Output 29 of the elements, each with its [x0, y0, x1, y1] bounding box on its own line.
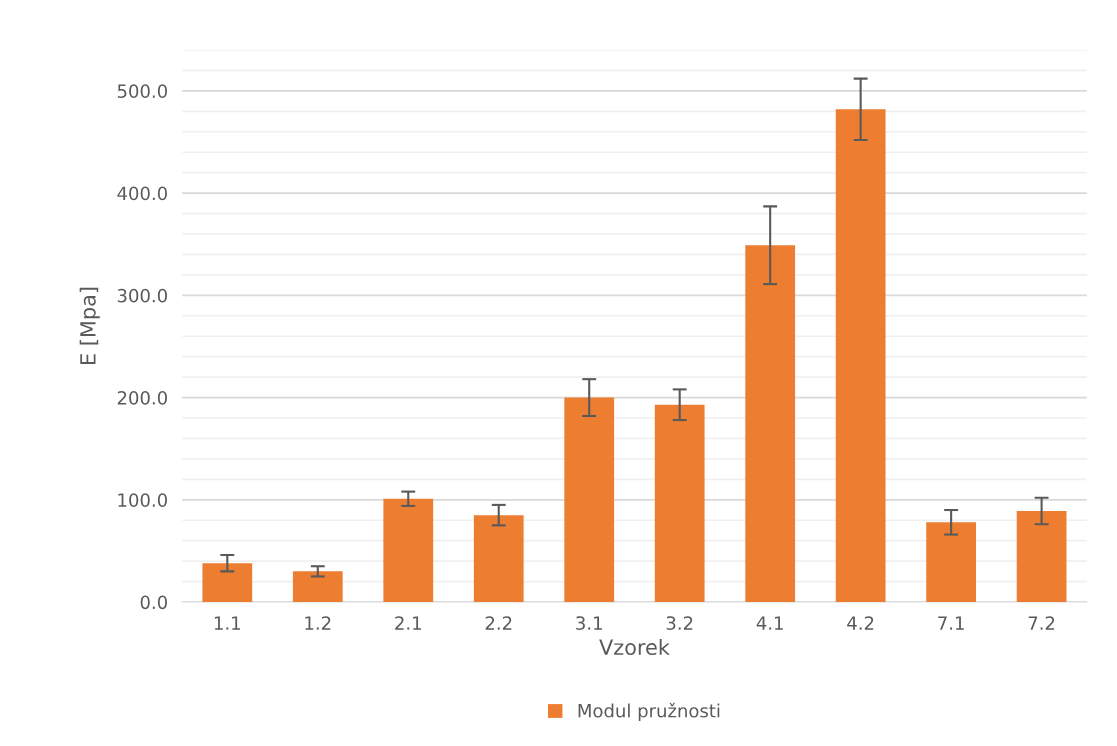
y-tick-label: 100.0: [118, 493, 167, 507]
bar: [383, 498, 434, 603]
x-tick-label: 7.2: [1028, 616, 1055, 630]
bar: [745, 245, 796, 603]
bar: [564, 397, 615, 603]
x-tick-label: 1.2: [305, 616, 331, 630]
x-tick-label: 7.1: [938, 616, 964, 630]
y-tick-label: 400.0: [117, 186, 167, 201]
y-tick-label: 200.0: [117, 391, 167, 405]
legend-label: Modul pružnosti: [578, 702, 720, 722]
bar: [473, 515, 524, 603]
y-tick-label: 300.0: [117, 288, 167, 303]
x-tick-label: 1.1: [214, 616, 240, 630]
x-tick-label: 2.2: [485, 616, 512, 630]
x-tick-label: 4.1: [756, 616, 783, 630]
x-axis-title: Vzorek: [599, 638, 670, 656]
y-tick-label: 500.0: [117, 84, 167, 98]
y-tick-label: 0.0: [140, 595, 167, 610]
y-axis-title: E [Mpa]: [79, 287, 100, 364]
x-tick-label: 4.2: [847, 616, 874, 630]
x-tick-label: 3.1: [576, 616, 602, 630]
bar: [654, 404, 705, 603]
bar: [202, 563, 253, 603]
bar: [926, 522, 977, 603]
x-tick-label: 3.2: [666, 616, 693, 630]
x-tick-label: 2.1: [395, 616, 421, 630]
bar: [292, 571, 343, 603]
bar: [1016, 511, 1067, 603]
bar: [835, 109, 886, 603]
